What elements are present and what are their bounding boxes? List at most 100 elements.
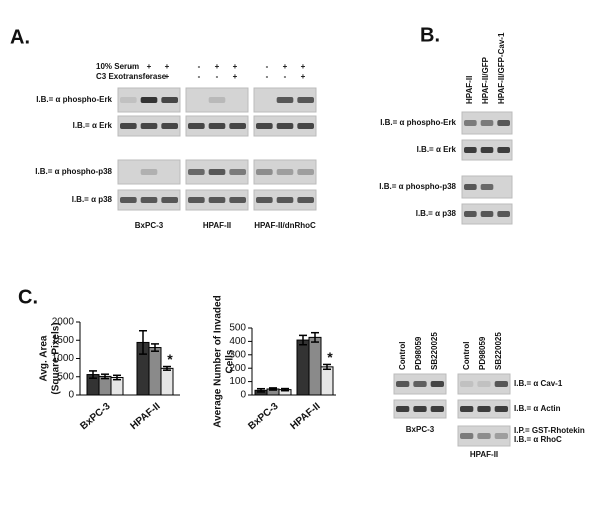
column-label: SB220025 [430, 332, 439, 370]
band [256, 123, 273, 129]
panel-label: A. [10, 26, 30, 48]
row-label: I.B.= α phospho-p38 [379, 182, 456, 191]
blot [117, 159, 181, 185]
sign: + [301, 62, 306, 71]
column-label: HPAF-II [465, 76, 474, 104]
annotation: * [167, 351, 173, 367]
sign: + [233, 72, 238, 81]
cell-line-label: HPAF-II [470, 450, 498, 459]
bar [308, 336, 322, 396]
sign: - [216, 72, 219, 81]
column-label: HPAF-II/GFP-Cav-1 [497, 32, 506, 104]
panel-label: B. [420, 24, 440, 46]
blot [457, 425, 511, 447]
band [480, 120, 494, 126]
band [140, 123, 158, 129]
row-label: I.P.= GST-Rhotekin [514, 426, 585, 435]
column-label: HPAF-II/GFP [481, 56, 490, 104]
sign: + [215, 62, 220, 71]
band [256, 197, 273, 203]
sign: - [198, 72, 201, 81]
band [208, 123, 226, 129]
band [464, 120, 477, 126]
annotation: * [327, 349, 333, 365]
band [161, 123, 178, 129]
sign: + [233, 62, 238, 71]
row-label: I.B.= α phospho-p38 [35, 167, 112, 176]
band [229, 169, 246, 175]
band [276, 123, 294, 129]
y-axis-label: Avg. Area [39, 335, 50, 381]
band [460, 433, 474, 439]
band [297, 97, 314, 103]
treatment-label: 10% Serum [96, 62, 139, 71]
band [477, 406, 491, 412]
band [208, 197, 226, 203]
y-tick-label: 0 [240, 390, 246, 401]
band [494, 433, 508, 439]
bar [320, 366, 334, 396]
column-label: PD98059 [414, 336, 423, 370]
band [497, 120, 510, 126]
sign: - [266, 62, 269, 71]
bar [160, 367, 174, 396]
sign: + [165, 72, 170, 81]
bar [148, 347, 162, 396]
sign: - [284, 72, 287, 81]
band [480, 211, 494, 217]
y-axis-label: Average Number of Invaded [213, 295, 224, 427]
band [256, 169, 273, 175]
cell-line-label: BxPC-3 [135, 221, 164, 230]
y-tick-label: 0 [68, 390, 74, 401]
column-label: SB220025 [494, 332, 503, 370]
column-label: PD98059 [478, 336, 487, 370]
row-label: I.B.= α Erk [417, 145, 457, 154]
treatment-label: C3 Exotransferase [96, 72, 167, 81]
band [497, 211, 510, 217]
band [161, 97, 178, 103]
row-label: I.B.= α p38 [72, 195, 113, 204]
bar [296, 339, 310, 396]
band [396, 406, 410, 412]
row-label: I.B.= α Actin [514, 404, 561, 413]
band [188, 123, 205, 129]
y-tick-label: 500 [57, 371, 74, 382]
cell-line-label: HPAF-II [203, 221, 231, 230]
band [140, 97, 158, 103]
y-tick-label: 1000 [52, 353, 75, 364]
band [494, 381, 508, 387]
band [494, 406, 508, 412]
y-tick-label: 100 [229, 376, 246, 387]
band [480, 184, 494, 190]
band [120, 197, 137, 203]
column-label: Control [398, 342, 407, 370]
band [188, 169, 205, 175]
band [208, 169, 226, 175]
row-label: I.B.= α p38 [416, 209, 457, 218]
band [161, 197, 178, 203]
band [208, 97, 226, 103]
band [120, 97, 137, 103]
blot [457, 373, 511, 395]
band [140, 197, 158, 203]
band [460, 406, 474, 412]
band [413, 406, 427, 412]
sign: - [198, 62, 201, 71]
band [297, 169, 314, 175]
band [464, 184, 477, 190]
band [140, 169, 158, 175]
band [464, 211, 477, 217]
y-axis-label: (Square Pixels) [51, 322, 62, 394]
y-tick-label: 2000 [52, 317, 75, 328]
band [396, 381, 410, 387]
band [229, 197, 246, 203]
cell-line-label: HPAF-II/dnRhoC [254, 221, 316, 230]
band [276, 197, 294, 203]
panel-label: C. [18, 286, 38, 308]
band [413, 381, 427, 387]
band [477, 381, 491, 387]
band [430, 406, 444, 412]
row-label: I.B.= α phospho-Erk [380, 118, 456, 127]
